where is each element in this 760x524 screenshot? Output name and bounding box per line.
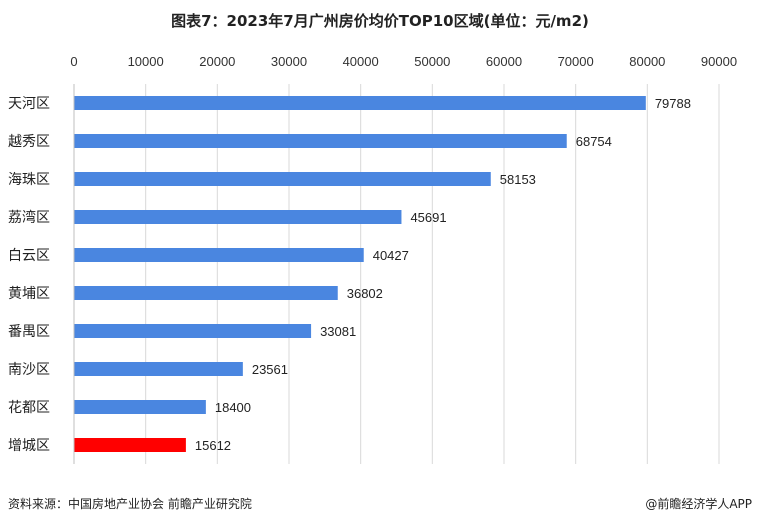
x-tick-labels: 0 10000 20000 30000 40000 50000 60000 70000 8000… bbox=[70, 54, 737, 69]
x-tick-label-2: 20000 bbox=[199, 54, 235, 69]
category-label-4: 白云区 bbox=[8, 248, 50, 264]
data-label-0: 79788 bbox=[655, 96, 691, 111]
x-tick-label-9: 90000 bbox=[701, 54, 737, 69]
category-label-2: 海珠区 bbox=[8, 172, 50, 188]
data-label-8: 18400 bbox=[215, 400, 251, 415]
bar-0 bbox=[74, 96, 646, 110]
x-tick-label-7: 70000 bbox=[558, 54, 594, 69]
x-tick-label-6: 60000 bbox=[486, 54, 522, 69]
chart-title: 图表7：2023年7月广州房价均价TOP10区域(单位：元/m2) bbox=[171, 12, 589, 30]
brand-credit: @前瞻经济学人APP bbox=[645, 496, 752, 511]
source-note: 资料来源：中国房地产业协会 前瞻产业研究院 bbox=[8, 496, 252, 511]
category-label-3: 荔湾区 bbox=[8, 209, 50, 226]
category-label-9: 增城区 bbox=[8, 438, 50, 454]
category-label-5: 黄埔区 bbox=[8, 285, 50, 302]
x-tick-label-8: 80000 bbox=[629, 54, 665, 69]
category-label-1: 越秀区 bbox=[8, 134, 50, 150]
bar-8 bbox=[74, 400, 206, 414]
category-label-6: 番禺区 bbox=[8, 324, 50, 340]
bar-9 bbox=[74, 438, 186, 452]
bar-2 bbox=[74, 172, 491, 186]
data-label-9: 15612 bbox=[195, 438, 231, 453]
data-label-3: 45691 bbox=[410, 210, 446, 225]
bar-5 bbox=[74, 286, 338, 300]
category-label-7: 南沙区 bbox=[8, 362, 50, 378]
bar-3 bbox=[74, 210, 402, 224]
data-labels: 79788 68754 58153 45691 40427 36802 33081 23561… bbox=[195, 96, 691, 453]
x-tick-label-5: 50000 bbox=[414, 54, 450, 69]
data-label-4: 40427 bbox=[373, 248, 409, 263]
category-label-0: 天河区 bbox=[8, 96, 50, 112]
bar-1 bbox=[74, 134, 567, 148]
data-label-5: 36802 bbox=[347, 286, 383, 301]
bar-4 bbox=[74, 248, 364, 262]
data-label-6: 33081 bbox=[320, 324, 356, 339]
bar-7 bbox=[74, 362, 243, 376]
category-label-8: 花都区 bbox=[8, 400, 50, 416]
x-tick-label-3: 30000 bbox=[271, 54, 307, 69]
x-tick-label-0: 0 bbox=[70, 54, 77, 69]
bar-6 bbox=[74, 324, 312, 338]
data-label-7: 23561 bbox=[252, 362, 288, 377]
bars bbox=[74, 96, 646, 452]
data-label-2: 58153 bbox=[500, 172, 536, 187]
data-label-1: 68754 bbox=[576, 134, 612, 149]
x-tick-label-4: 40000 bbox=[343, 54, 379, 69]
x-tick-label-1: 10000 bbox=[128, 54, 164, 69]
